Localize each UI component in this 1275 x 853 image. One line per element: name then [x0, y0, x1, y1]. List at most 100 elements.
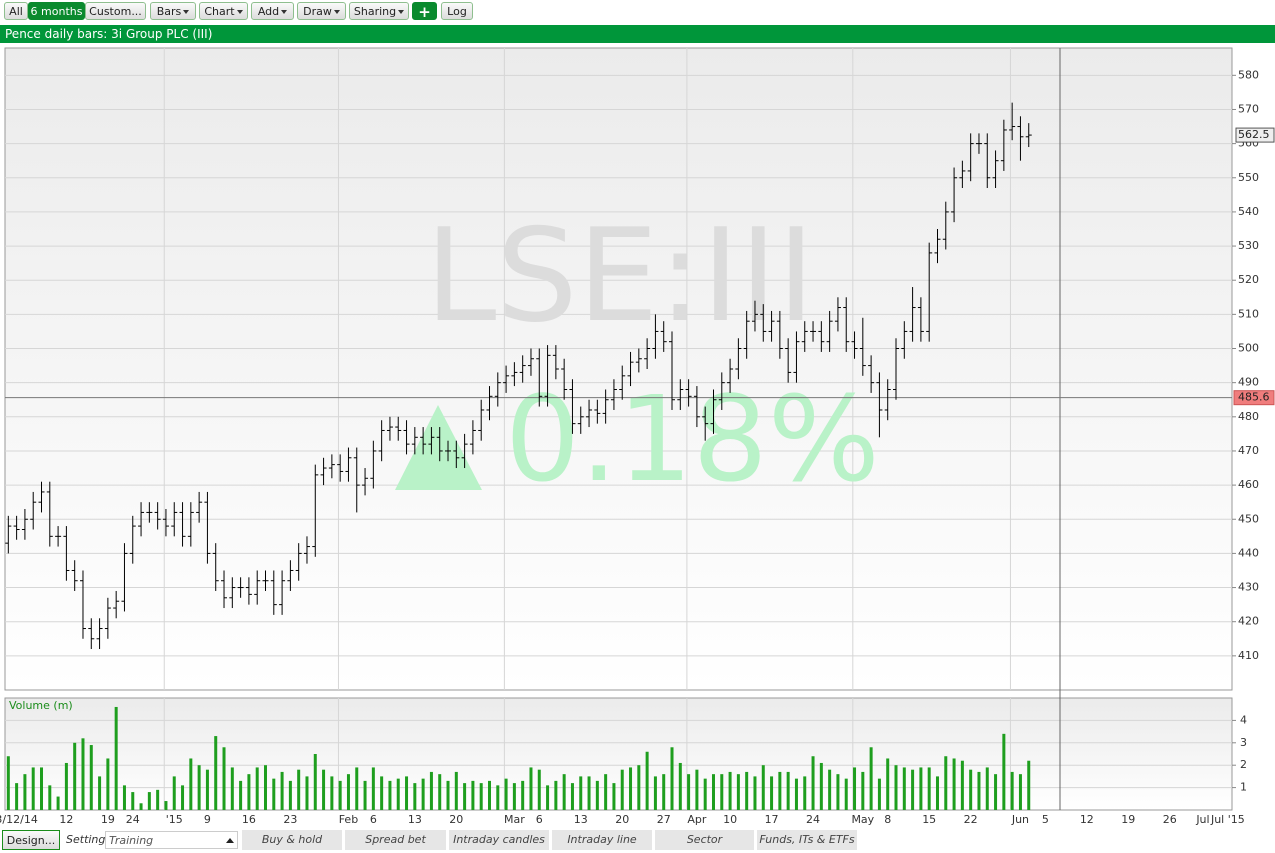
volume-bar: [778, 771, 782, 810]
volume-bar: [288, 780, 292, 810]
chart-button[interactable]: Chart: [199, 2, 248, 20]
volume-bar: [164, 801, 168, 810]
volume-bar: [239, 780, 243, 810]
volume-bar: [454, 771, 458, 810]
sector-comparison-button[interactable]: Sector comparison: [655, 830, 754, 850]
x-tick-label: 12: [1080, 813, 1094, 826]
log-button[interactable]: Log: [441, 2, 473, 20]
volume-bar: [819, 762, 823, 810]
volume-bar: [139, 803, 143, 810]
sharing-button[interactable]: Sharing: [349, 2, 409, 20]
volume-bar: [512, 783, 516, 810]
y-tick-label: 2: [1240, 758, 1247, 771]
six-months-button[interactable]: 6 months: [28, 2, 85, 20]
header: Pence daily bars: 3i Group PLC (III): [0, 25, 1275, 43]
volume-bar: [529, 767, 533, 810]
volume-bar: [612, 783, 616, 810]
volume-bar: [197, 765, 201, 810]
label: Sharing: [353, 5, 397, 18]
arrow: [183, 10, 190, 14]
x-tick-label: 6: [370, 813, 377, 826]
volume-bar: [670, 747, 674, 810]
setting-select[interactable]: Training: [105, 831, 238, 849]
x-tick-label: 12: [59, 813, 73, 826]
volume-bar: [222, 747, 226, 810]
bars-button[interactable]: Bars: [150, 2, 196, 20]
volume-bar: [330, 776, 334, 810]
volume-label: Volume (m): [9, 699, 73, 712]
volume-bar: [405, 776, 409, 810]
volume-bar: [305, 776, 309, 810]
volume-pane: [4, 697, 1233, 811]
y-tick-label: 500: [1238, 342, 1259, 355]
y-tick-label: 450: [1238, 512, 1259, 525]
volume-bar: [745, 771, 749, 810]
label: Bars: [156, 5, 182, 18]
x-tick-label: 17: [765, 813, 779, 826]
funds-button[interactable]: Funds, ITs & ETFs: [757, 830, 857, 850]
volume-bar: [189, 758, 193, 810]
y-tick-label: 490: [1238, 376, 1259, 389]
volume-bar: [205, 769, 209, 810]
volume-bar: [653, 776, 657, 810]
x-tick-label: 20: [449, 813, 463, 826]
volume-bar: [56, 796, 60, 810]
volume-bar: [537, 769, 541, 810]
x-tick-label: 24: [126, 813, 140, 826]
volume-bar: [794, 778, 798, 810]
volume-bar: [587, 776, 591, 810]
change-arrow: [395, 405, 482, 490]
x-tick-label: 19: [1121, 813, 1135, 826]
volume-bar: [637, 765, 641, 810]
volume-bar: [156, 789, 160, 810]
plus-button[interactable]: +: [412, 2, 437, 21]
volume-bar: [263, 765, 267, 810]
setting-value: Training: [109, 834, 154, 847]
x-tick-label: Feb: [339, 813, 358, 826]
volume-bar: [994, 774, 998, 810]
volume-bar: [496, 785, 500, 810]
volume-bar: [355, 767, 359, 810]
volume-bar: [711, 774, 715, 810]
custom-button[interactable]: Custom...: [85, 2, 146, 20]
volume-bar: [230, 767, 234, 810]
intraday-line-button[interactable]: Intraday line: [552, 830, 652, 850]
volume-bar: [297, 769, 301, 810]
y-tick-label: 3: [1240, 736, 1247, 749]
volume-bar: [894, 765, 898, 810]
volume-bar: [521, 780, 525, 810]
volume-bar: [836, 774, 840, 810]
intraday-candles-button[interactable]: Intraday candles: [449, 830, 549, 850]
add-button[interactable]: Add: [251, 2, 294, 20]
label: Add: [257, 5, 280, 18]
volume-bar: [338, 780, 342, 810]
buy-hold-button[interactable]: Buy & hold: [242, 830, 342, 850]
volume-bar: [487, 780, 491, 810]
x-tick-label: 23: [283, 813, 297, 826]
draw-button[interactable]: Draw: [297, 2, 346, 20]
y-tick-label: 420: [1238, 615, 1259, 628]
y-tick-label: 480: [1238, 410, 1259, 423]
volume-bar: [935, 776, 939, 810]
change-text: 0.18%: [505, 370, 880, 508]
design-button[interactable]: Design...: [2, 830, 60, 850]
x-tick-label: 27: [657, 813, 671, 826]
volume-bar: [960, 760, 964, 810]
volume-bar: [803, 776, 807, 810]
x-tick-label: 22: [964, 813, 978, 826]
volume-bar: [396, 778, 400, 810]
volume-bar: [1002, 733, 1006, 810]
volume-bar: [736, 774, 740, 810]
all-button[interactable]: All: [4, 2, 28, 20]
volume-bar: [554, 780, 558, 810]
volume-bar: [346, 774, 350, 810]
volume-bar: [828, 769, 832, 810]
x-tick-label: 15: [922, 813, 936, 826]
volume-bar: [421, 778, 425, 810]
setting-label: Setting:: [66, 833, 110, 846]
volume-bar: [73, 742, 77, 810]
volume-bar: [927, 767, 931, 810]
volume-bar: [471, 780, 475, 810]
volume-bar: [629, 767, 633, 810]
spread-bet-button[interactable]: Spread bet: [345, 830, 446, 850]
